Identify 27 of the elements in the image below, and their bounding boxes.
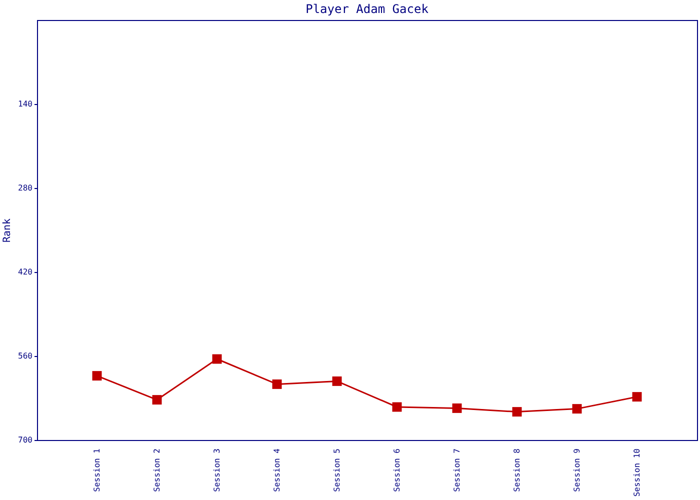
x-tick-label: Session 1 (92, 448, 102, 492)
y-tick-label: 140 (18, 100, 33, 108)
x-tick-label: Session 2 (152, 448, 162, 492)
x-tick-label: Session 5 (332, 448, 342, 492)
y-tick-label: 420 (18, 268, 33, 276)
point (632, 392, 642, 402)
point (392, 402, 402, 412)
x-tick-label: Session 6 (392, 448, 402, 492)
point (212, 354, 222, 364)
x-tick-label: Session 8 (512, 448, 522, 492)
point (332, 376, 342, 386)
x-tick-label: Session 7 (452, 448, 462, 492)
point (152, 395, 162, 405)
point (572, 404, 582, 414)
x-tick-label: Session 3 (212, 448, 222, 492)
y-tick-label: 700 (18, 436, 33, 444)
point (92, 371, 102, 381)
x-tick-label: Session 9 (572, 448, 582, 492)
y-tick-label: 560 (18, 352, 33, 360)
point (512, 407, 522, 417)
chart-title: Player Adam Gacek (306, 2, 430, 16)
point (452, 403, 462, 413)
y-axis-title: Rank (2, 218, 14, 243)
point (272, 379, 282, 389)
x-tick-label: Session 4 (272, 448, 282, 492)
x-tick-label: Session 10 (632, 448, 642, 497)
y-tick-label: 280 (18, 184, 33, 192)
